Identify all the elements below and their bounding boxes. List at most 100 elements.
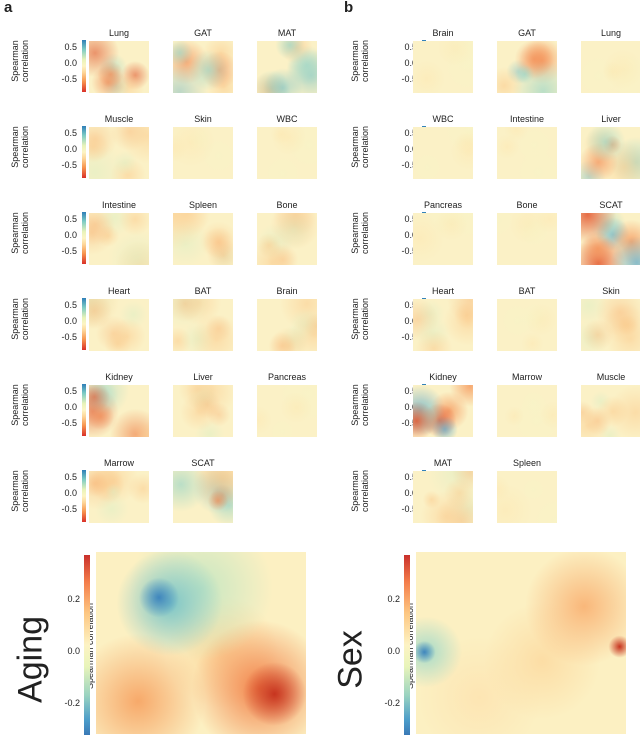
map-title: BAT: [518, 286, 536, 296]
colorbar-tick: 0.5: [64, 42, 77, 52]
big-colorbar: [84, 555, 90, 735]
y-axis-label: Spearman correlation: [10, 461, 30, 521]
map-title: Pancreas: [423, 200, 463, 210]
som-map: [413, 127, 473, 179]
y-axis-label-line2: correlation: [20, 297, 30, 341]
som-map: [89, 385, 149, 437]
colorbar: [82, 384, 86, 436]
colorbar-tick: -0.5: [401, 74, 417, 84]
som-map: [89, 127, 149, 179]
y-axis-label: Spearman correlation: [350, 289, 370, 349]
colorbar-tick: -0.5: [401, 160, 417, 170]
y-axis-label-line2: correlation: [360, 39, 370, 83]
colorbar-tick: 0.0: [64, 58, 77, 68]
som-map: [413, 385, 473, 437]
y-axis-label: Spearman correlation: [350, 117, 370, 177]
colorbar-tick: 0.5: [64, 128, 77, 138]
som-map: [257, 127, 317, 179]
colorbar-tick: -0.5: [401, 504, 417, 514]
map-title: Pancreas: [267, 372, 307, 382]
colorbar-tick: -0.5: [401, 418, 417, 428]
y-axis-label-line1: Spearman: [10, 470, 20, 512]
map-title: Brain: [432, 28, 454, 38]
som-map: [173, 299, 233, 351]
big-som-map: [96, 552, 306, 734]
colorbar-tick: 0.5: [64, 300, 77, 310]
y-axis-label: Spearman correlation: [350, 31, 370, 91]
map-title: Skin: [602, 286, 620, 296]
colorbar-tick: 0.0: [64, 402, 77, 412]
big-colorbar-tick: 0.0: [67, 646, 80, 656]
colorbar-tick: 0.0: [404, 58, 417, 68]
colorbar-tick: 0.0: [64, 230, 77, 240]
map-title: Bone: [516, 200, 538, 210]
som-map: [497, 213, 557, 265]
map-title: MAT: [433, 458, 453, 468]
panel-label-b: b: [344, 0, 354, 16]
som-map: [497, 385, 557, 437]
map-title: MAT: [277, 28, 297, 38]
map-title: GAT: [194, 28, 212, 38]
map-title: Marrow: [103, 458, 134, 468]
som-map: [497, 299, 557, 351]
big-title: Aging: [11, 616, 50, 703]
map-title: Muscle: [104, 114, 134, 124]
y-axis-label-line2: correlation: [360, 383, 370, 427]
som-map: [173, 471, 233, 523]
colorbar-tick: 0.0: [404, 488, 417, 498]
som-map: [173, 213, 233, 265]
y-axis-label: Spearman correlation: [10, 289, 30, 349]
map-title: Liver: [193, 372, 213, 382]
map-title: Heart: [107, 286, 130, 296]
colorbar-tick: 0.5: [64, 472, 77, 482]
panel-label-a: a: [4, 0, 13, 16]
som-map: [581, 299, 640, 351]
y-axis-label: Spearman correlation: [350, 461, 370, 521]
y-axis-label-line1: Spearman: [350, 470, 360, 512]
som-map: [173, 41, 233, 93]
map-title: Bone: [276, 200, 298, 210]
y-axis-label-line1: Spearman: [10, 384, 20, 426]
colorbar-tick: -0.5: [401, 246, 417, 256]
colorbar: [82, 126, 86, 178]
map-title: Liver: [601, 114, 621, 124]
y-axis-label-line2: correlation: [360, 211, 370, 255]
y-axis-label-line1: Spearman: [350, 384, 360, 426]
y-axis-label: Spearman correlation: [10, 203, 30, 263]
map-title: Kidney: [105, 372, 133, 382]
y-axis-label-line1: Spearman: [10, 126, 20, 168]
y-axis-label: Spearman correlation: [10, 31, 30, 91]
som-map: [413, 299, 473, 351]
colorbar-tick: 0.0: [404, 402, 417, 412]
som-map: [413, 471, 473, 523]
map-title: Intestine: [101, 200, 137, 210]
map-title: Lung: [108, 28, 130, 38]
y-axis-label-line2: correlation: [20, 39, 30, 83]
map-title: BAT: [194, 286, 212, 296]
som-map: [257, 213, 317, 265]
colorbar-tick: -0.5: [61, 332, 77, 342]
y-axis-label: Spearman correlation: [350, 203, 370, 263]
som-map: [413, 213, 473, 265]
big-colorbar-tick: -0.2: [384, 698, 400, 708]
big-colorbar-tick: 0.0: [387, 646, 400, 656]
map-title: SCAT: [599, 200, 623, 210]
colorbar-tick: -0.5: [401, 332, 417, 342]
som-map: [413, 41, 473, 93]
map-title: Spleen: [512, 458, 542, 468]
big-colorbar: [404, 555, 410, 735]
big-som-map: [416, 552, 626, 734]
map-title: Kidney: [429, 372, 457, 382]
map-title: Brain: [276, 286, 298, 296]
som-map: [173, 385, 233, 437]
colorbar: [82, 470, 86, 522]
y-axis-label-line2: correlation: [360, 125, 370, 169]
colorbar-tick: -0.5: [61, 504, 77, 514]
y-axis-label: Spearman correlation: [10, 375, 30, 435]
som-map: [257, 41, 317, 93]
colorbar-tick: 0.0: [404, 316, 417, 326]
colorbar-tick: 0.5: [64, 386, 77, 396]
colorbar: [82, 298, 86, 350]
colorbar-tick: 0.5: [404, 214, 417, 224]
som-map: [581, 385, 640, 437]
